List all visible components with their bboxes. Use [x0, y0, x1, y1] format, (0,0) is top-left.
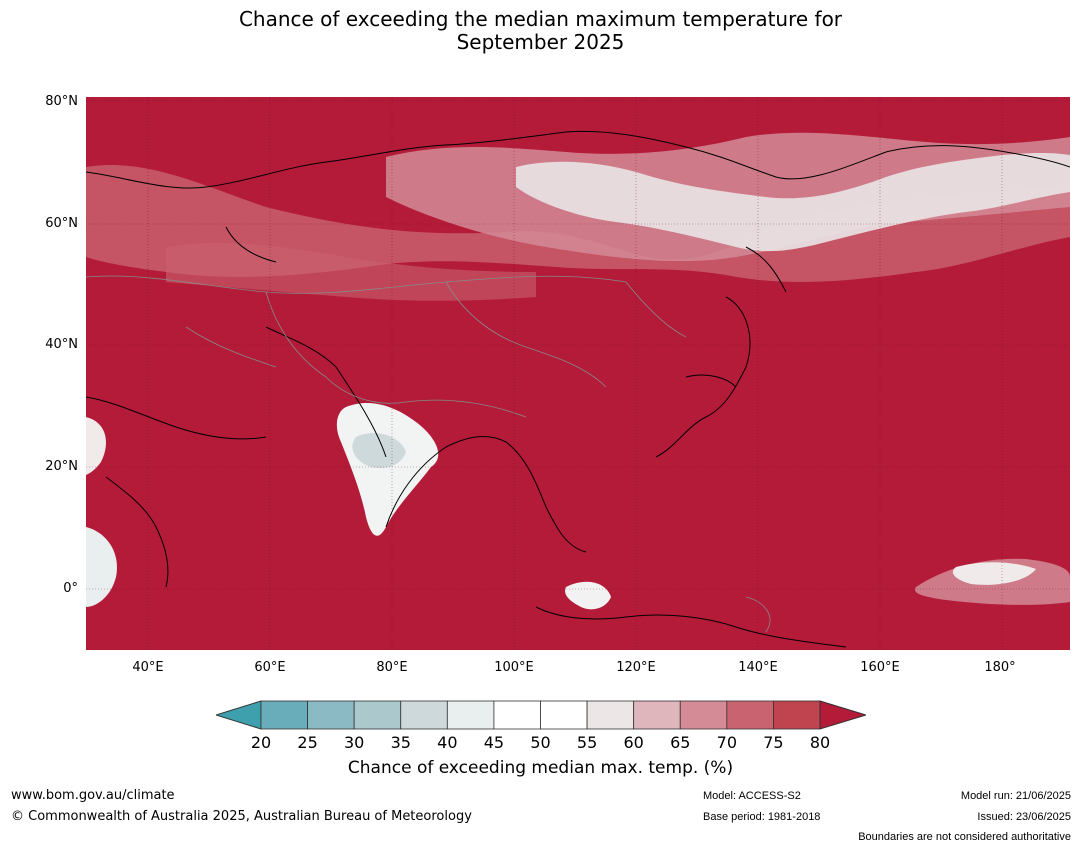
colorbar-cell [773, 700, 821, 730]
colorbar-tick-label: 30 [343, 733, 365, 752]
colorbar [216, 700, 866, 730]
anomaly-east-africa [86, 527, 117, 607]
colorbar-cell [400, 700, 448, 730]
colorbar-tick-label: 60 [623, 733, 644, 752]
lon-label-80e: 80°E [376, 660, 408, 675]
colorbar-tick-label: 55 [576, 733, 598, 752]
model-run-text: Model run: 21/06/2025 [960, 790, 1071, 802]
colorbar-cell [493, 700, 541, 730]
title-line-1: Chance of exceeding the median maximum t… [238, 7, 843, 31]
model-text: Model: ACCESS-S2 [703, 790, 801, 802]
lon-label-160e: 160°E [860, 660, 900, 675]
colorbar-cell [726, 700, 774, 730]
colorbar-tick-label: 50 [530, 733, 551, 752]
colorbar-tick-label: 75 [763, 733, 784, 752]
lon-label-40e: 40°E [132, 660, 164, 675]
anomaly-central-asia [166, 242, 536, 301]
anomaly-india-cool [352, 432, 406, 469]
colorbar-tick-label: 40 [437, 733, 458, 752]
colorbar-tick-label: 70 [716, 733, 737, 752]
lat-label-0: 0° [63, 581, 78, 596]
colorbar-tick-label: 25 [297, 733, 318, 752]
lon-label-140e: 140°E [738, 660, 778, 675]
title-line-2: September 2025 [456, 30, 625, 54]
colorbar-tick-label: 65 [670, 733, 691, 752]
colorbar-tick-label: 35 [390, 733, 411, 752]
colorbar-cell [679, 700, 728, 730]
colorbar-extend-low [216, 700, 262, 730]
lon-label-120e: 120°E [616, 660, 656, 675]
anomaly-arabia [86, 417, 106, 475]
issued-text: Issued: 23/06/2025 [977, 811, 1071, 823]
colorbar-cell [540, 700, 588, 730]
anomaly-india [336, 402, 439, 536]
colorbar-tick-label: 20 [250, 733, 272, 752]
colorbar-cell [446, 700, 495, 730]
colorbar-tick-label: 80 [809, 733, 831, 752]
anomaly-borneo [565, 581, 611, 610]
colorbar-cell [260, 700, 308, 730]
anomaly-pacific-cool [952, 562, 1036, 585]
colorbar-label: Chance of exceeding median max. temp. (%… [347, 758, 734, 778]
lat-label-20n: 20°N [45, 459, 78, 474]
lat-label-80n: 80°N [45, 94, 78, 109]
lat-label-60n: 60°N [45, 216, 78, 231]
colorbar-cell [307, 700, 355, 730]
lon-label-60e: 60°E [254, 660, 286, 675]
coastlines [86, 130, 1070, 648]
colorbar-cell [633, 700, 681, 730]
copyright-text: © Commonwealth of Australia 2025, Austra… [11, 809, 472, 824]
colorbar-tick-label: 45 [483, 733, 505, 752]
country-borders [86, 275, 771, 633]
anomaly-cool-siberia [516, 152, 1070, 252]
colorbar-extend-high [819, 700, 866, 730]
map-title: Chance of exceeding the median maximum t… [0, 8, 1081, 54]
colorbar-cell [586, 700, 635, 730]
anomaly-band-northern-eurasia [86, 165, 1070, 283]
colorbar-cell [353, 700, 402, 730]
probability-map [86, 97, 1070, 650]
lon-label-180: 180° [984, 660, 1016, 675]
graticule [86, 97, 1070, 650]
website-link[interactable]: www.bom.gov.au/climate [11, 788, 175, 803]
lon-label-100e: 100°E [494, 660, 534, 675]
base-period-text: Base period: 1981-2018 [703, 811, 821, 823]
lat-label-40n: 40°N [45, 337, 78, 352]
disclaimer-text: Boundaries are not considered authoritat… [858, 831, 1071, 843]
map-canvas [86, 97, 1070, 650]
